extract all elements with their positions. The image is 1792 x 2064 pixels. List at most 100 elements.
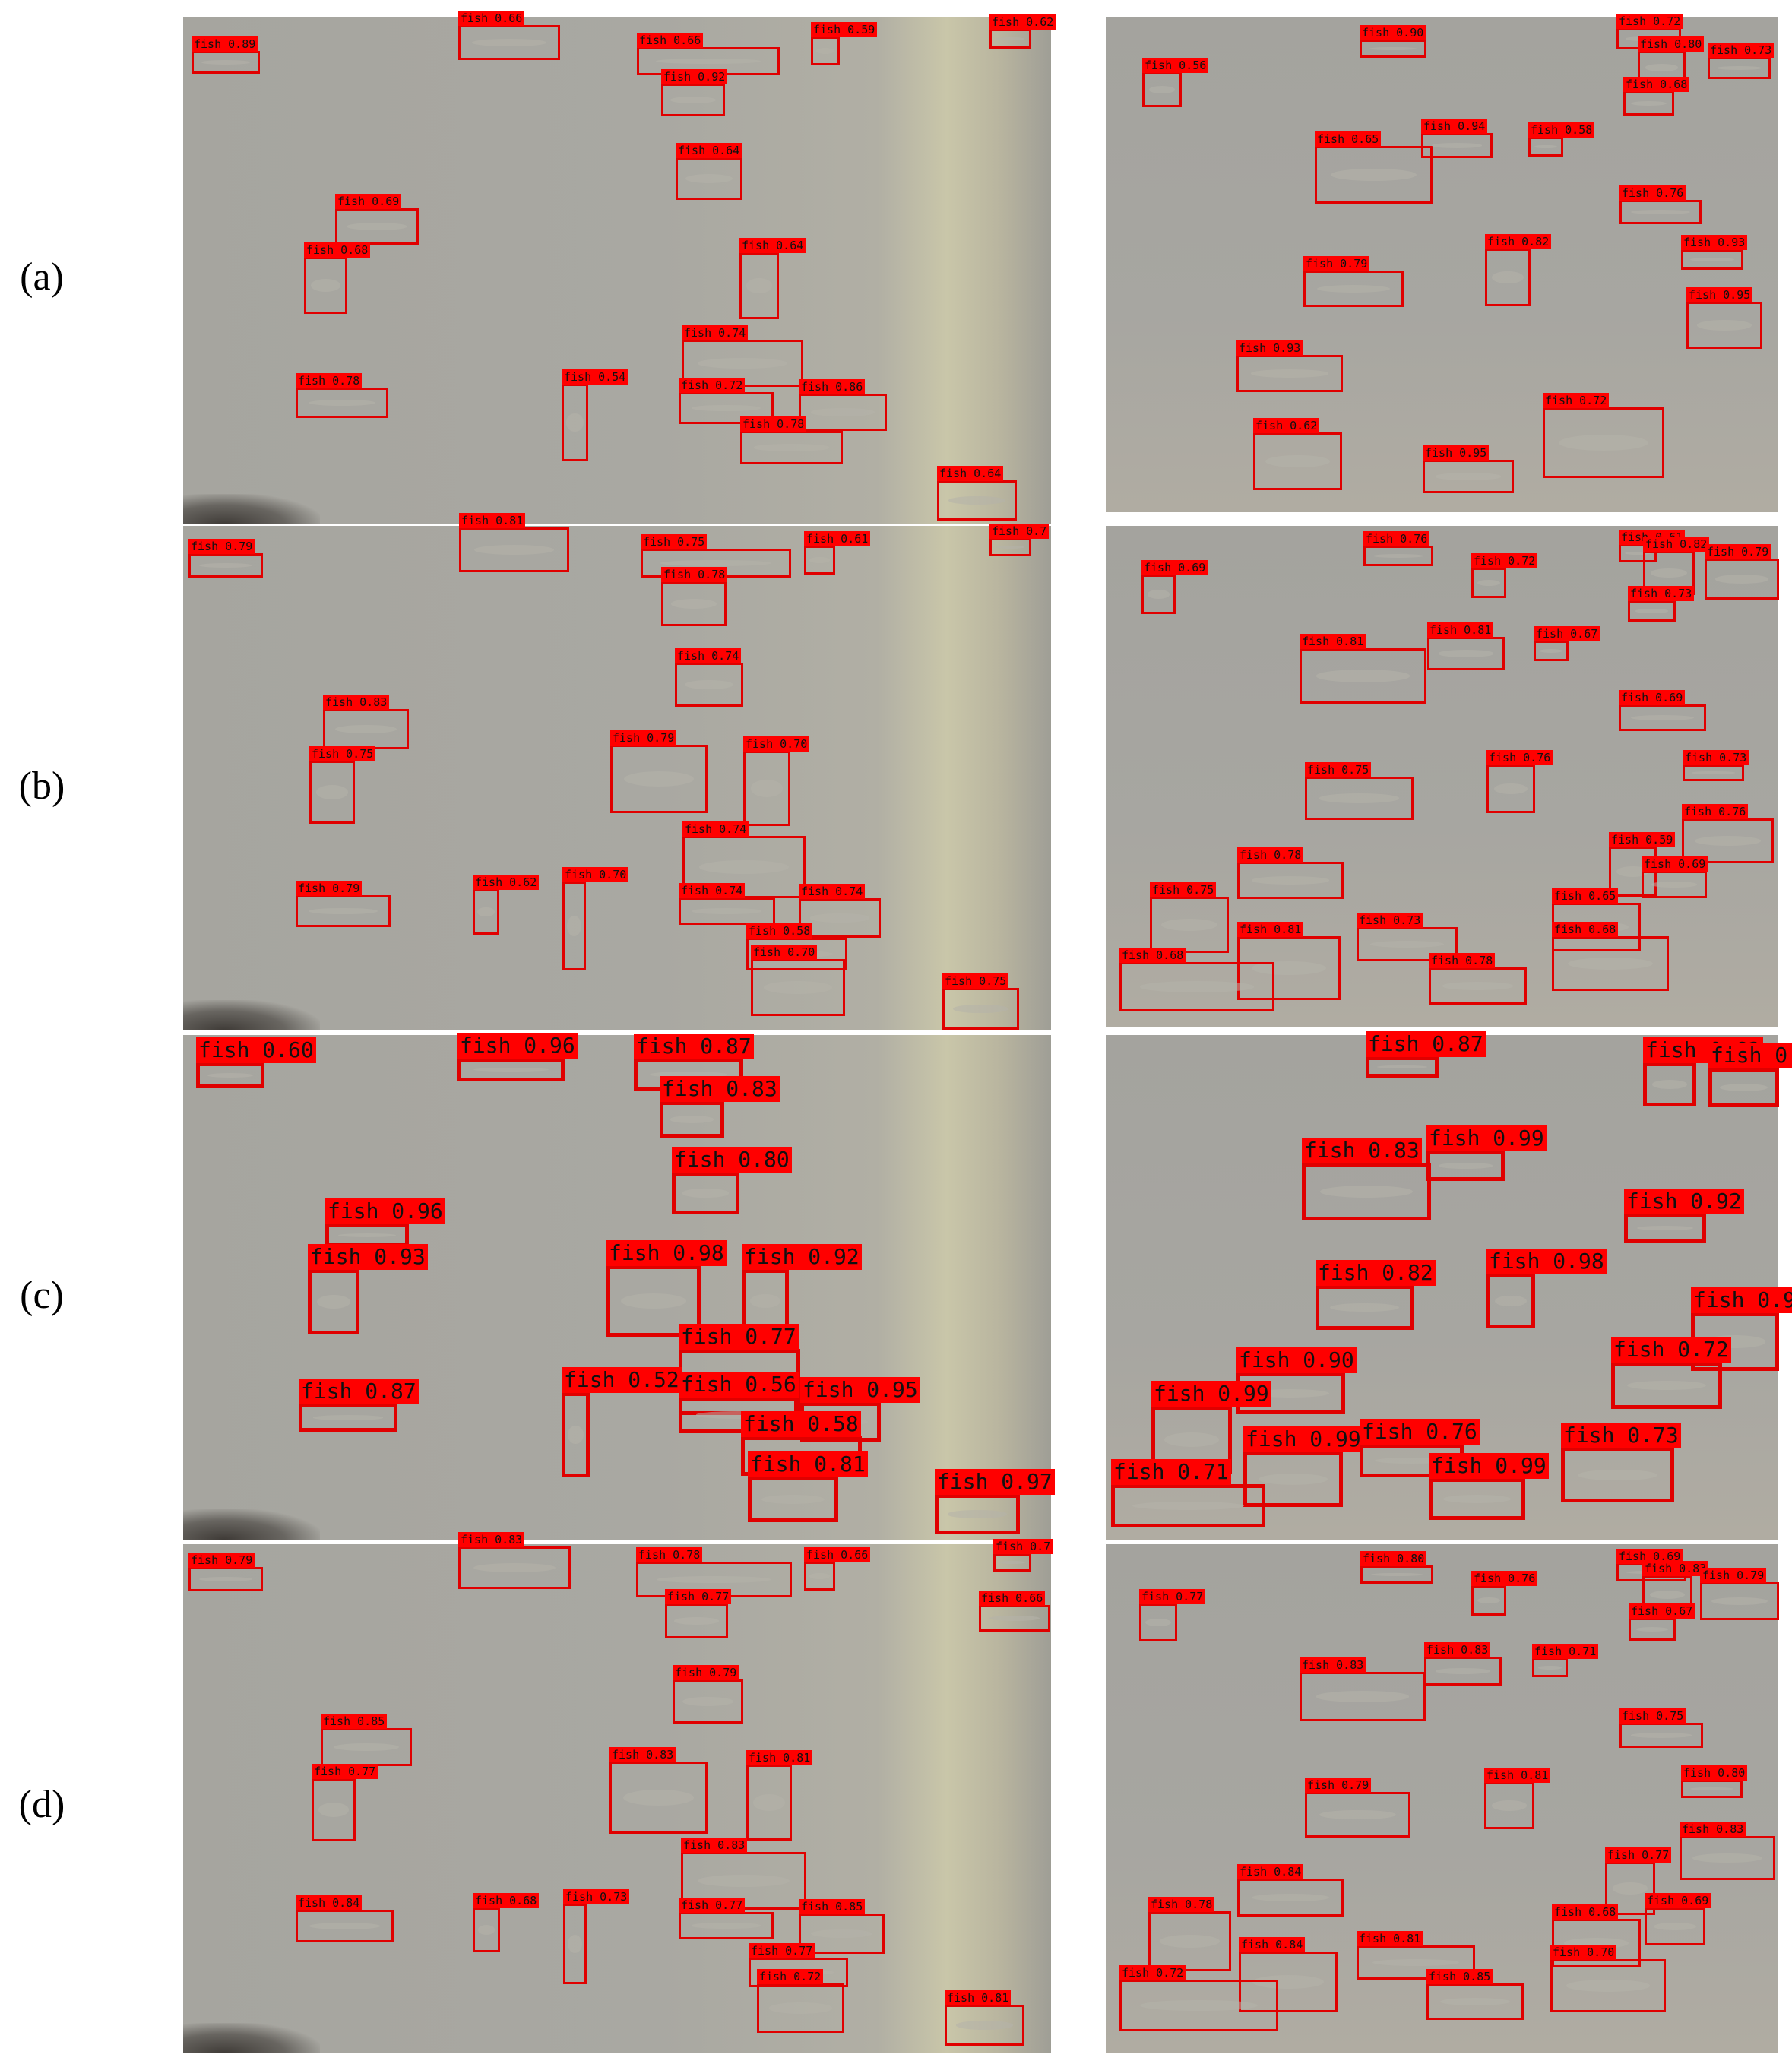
detection-box: fish 0.98 [606,1240,727,1337]
fish-silhouette [1438,650,1494,657]
detection-label: fish 0.90 [1236,1347,1357,1373]
detection-box: fish 0.92 [661,69,728,116]
detection-label: fish 0.67 [1629,1603,1695,1619]
detection-label: fish 0.82 [1316,1260,1436,1286]
fish-silhouette [311,279,340,292]
detection-label: fish 0.70 [743,736,810,752]
fish-silhouette [567,916,581,936]
detection-label: fish 0.75 [309,746,376,761]
detection-box: fish 0.83 [1680,1822,1775,1880]
fish-silhouette [1539,648,1563,653]
fish-silhouette [1692,771,1735,774]
detection-box: fish 0.77 [679,1898,774,1939]
detection-label: fish 0.64 [676,143,742,158]
detection-label: fish 0.83 [681,1838,748,1853]
fish-silhouette [338,1233,396,1237]
detection-box: fish 0.68 [473,1893,540,1952]
detection-box: fish 0.67 [1534,626,1600,661]
detection-label: fish 0.69 [1645,1893,1711,1908]
detection-box: fish 0.66 [804,1547,871,1591]
fish-silhouette [692,908,762,914]
detection-box: fish 0.74 [675,648,743,707]
detection-label: fish 0.79 [296,881,363,896]
fish-silhouette [810,1929,873,1939]
detection-label: fish 0.54 [562,369,628,385]
detection-box: fish 0.81 [746,1750,813,1841]
detection-label: fish 0.75 [1150,882,1217,897]
detection-box: fish 0.72 [757,1969,844,2033]
fish-silhouette [1495,1295,1527,1307]
detection-label: fish 0.87 [634,1034,754,1059]
fish-silhouette [1631,1733,1692,1738]
fish-silhouette [1627,1380,1706,1391]
detection-box: fish 0.99 [1429,1453,1549,1520]
detection-box: fish 0.84 [1239,1937,1338,2012]
fish-silhouette [685,679,733,690]
detection-label: fish 0.81 [1237,922,1304,937]
fish-silhouette [1377,1065,1427,1069]
detection-box: fish 0.96 [457,1033,578,1081]
detection-box: fish 0.75 [1150,882,1229,953]
detection-label: fish 0.79 [188,1553,255,1568]
detection-box: fish 0.95 [800,1377,920,1442]
detection-box: fish 0.71 [1111,1459,1265,1527]
detection-label: fish 0.60 [196,1037,316,1063]
detection-label: fish 0.81 [748,1451,868,1477]
fish-silhouette [313,1415,383,1420]
fish-silhouette [769,2002,832,2014]
detection-box: fish 0.81 [945,1990,1024,2046]
detection-label: fish 0.79 [610,730,677,746]
detection-label: fish 0.73 [1357,913,1423,928]
fish-silhouette [1477,579,1501,587]
fish-silhouette [996,545,1025,549]
fish-silhouette [623,771,695,787]
fish-silhouette [692,404,761,412]
detection-label: fish 0.73 [563,1889,630,1904]
fish-silhouette [1719,1083,1768,1092]
detection-label: fish 0.76 [1486,750,1553,765]
fish-silhouette [1715,575,1768,584]
detection-label: fish 0.81 [1300,634,1366,649]
fish-silhouette [472,39,546,46]
detection-label: fish 0.93 [1236,340,1303,356]
row-label-c: (c) [20,1274,64,1317]
detection-label: fish 0.70 [751,945,818,960]
fish-silhouette [199,1576,252,1582]
detection-box: fish 0.62 [1643,1037,1763,1106]
fish-silhouette [1369,46,1417,51]
detection-label: fish 0.78 [661,567,728,582]
detection-label: fish 0.81 [746,1750,813,1765]
detection-label: fish 0.64 [937,466,1004,481]
detection-label: fish 0.75 [1619,1708,1686,1724]
fish-silhouette [1625,551,1651,556]
fish-silhouette [207,1073,254,1078]
detection-box: fish 0.70 [1708,1043,1792,1107]
fish-silhouette [1370,1572,1423,1577]
detection-box: fish 0.83 [1424,1642,1502,1686]
detection-label: fish 0.70 [1550,1945,1617,1960]
fish-silhouette [1252,1893,1329,1902]
fish-silhouette [1493,783,1528,794]
detection-label: fish 0.66 [979,1591,1046,1606]
detection-box: fish 0.70 [1550,1945,1666,2012]
detection-label: fish 0.97 [935,1469,1055,1495]
fish-silhouette [655,58,761,65]
detection-box: fish 0.78 [1237,847,1344,899]
detection-box: fish 0.74 [679,883,775,925]
fish-silhouette [670,599,717,609]
detection-label: fish 0.77 [665,1589,732,1604]
detection-label: fish 0.59 [1609,832,1676,847]
detection-label: fish 0.79 [1303,256,1370,271]
fish-silhouette [682,1189,729,1198]
detection-box: fish 0.84 [296,1895,394,1942]
detection-box: fish 0.64 [937,466,1017,521]
detection-box: fish 0.82 [1485,234,1552,306]
fish-silhouette [674,1617,719,1625]
fish-silhouette [1650,1591,1685,1599]
detection-box: fish 0.83 [1642,1561,1709,1614]
detection-label: fish 0.83 [1642,1561,1709,1576]
detection-label: fish 0.69 [1616,1549,1683,1564]
row-b-left-image [183,526,1051,1030]
detection-label: fish 0.81 [1427,622,1494,638]
detection-box: fish 0.73 [1708,43,1775,79]
